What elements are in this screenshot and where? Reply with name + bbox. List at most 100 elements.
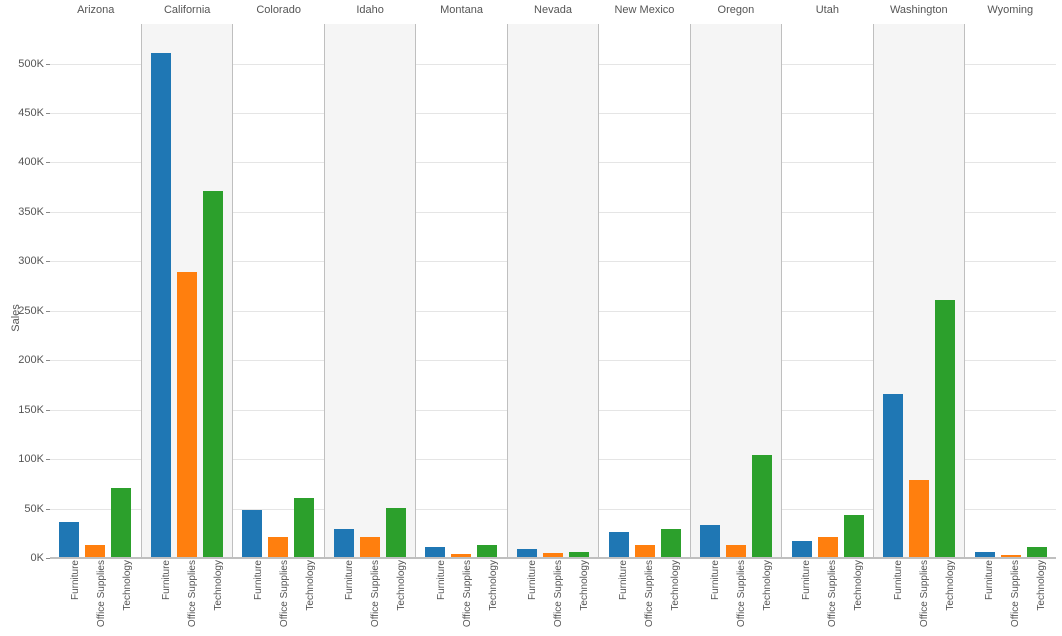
bar[interactable] (609, 532, 629, 557)
x-category-label: Furniture (334, 560, 354, 632)
bar[interactable] (177, 272, 197, 557)
panel (325, 24, 417, 557)
y-tick-mark (46, 261, 50, 262)
x-category-label: Office Supplies (86, 560, 106, 632)
x-category-label: Office Supplies (634, 560, 654, 632)
x-category-label: Furniture (883, 560, 903, 632)
bar[interactable] (242, 510, 262, 557)
x-category-label: Furniture (243, 560, 263, 632)
bar[interactable] (268, 537, 288, 557)
y-tick-mark (46, 311, 50, 312)
bar[interactable] (844, 515, 864, 557)
y-tick-label: 500K (18, 58, 44, 70)
bar[interactable] (975, 552, 995, 557)
panels-container (50, 24, 1056, 557)
bar[interactable] (151, 53, 171, 557)
bar[interactable] (543, 553, 563, 557)
y-tick-label: 300K (18, 255, 44, 267)
y-tick-mark (46, 212, 50, 213)
bar[interactable] (111, 488, 131, 557)
bars-group (325, 24, 416, 557)
x-category-label: Technology (752, 560, 772, 632)
bars-group (782, 24, 873, 557)
panel (142, 24, 234, 557)
bars-group (508, 24, 599, 557)
x-labels-group: FurnitureOffice SuppliesTechnology (690, 560, 781, 632)
y-tick-label: 400K (18, 156, 44, 168)
bar[interactable] (334, 529, 354, 557)
y-tick-label: 0K (31, 552, 44, 564)
panel-header: Wyoming (965, 4, 1056, 22)
x-labels-group: Furniture Office Supplies Technology (141, 560, 232, 632)
panel-header: Arizona (50, 4, 141, 22)
bars-group (874, 24, 965, 557)
bar[interactable] (451, 554, 471, 557)
bar[interactable] (517, 549, 537, 557)
panel-header-row: ArizonaCaliforniaColoradoIdahoMontanaNev… (50, 4, 1056, 22)
bar[interactable] (752, 455, 772, 557)
sales-by-state-chart: Sales ArizonaCaliforniaColoradoIdahoMont… (0, 0, 1062, 636)
panel-header: Oregon (690, 4, 781, 22)
x-category-label: Office Supplies (543, 560, 563, 632)
x-category-label: Office Supplies (452, 560, 472, 632)
bar[interactable] (700, 525, 720, 557)
x-category-label: Office Supplies (1000, 560, 1020, 632)
panel-header: Washington (873, 4, 964, 22)
bars-group (416, 24, 507, 557)
bar[interactable] (294, 498, 314, 557)
bar[interactable] (203, 191, 223, 557)
x-category-label: Furniture (151, 560, 171, 632)
bar[interactable] (1001, 555, 1021, 557)
bar[interactable] (477, 545, 497, 557)
y-tick-label: 250K (18, 305, 44, 317)
bar[interactable] (425, 547, 445, 557)
bars-group (50, 24, 141, 557)
bar[interactable] (569, 552, 589, 557)
plot-area (50, 24, 1056, 558)
x-category-label: Technology (203, 560, 223, 632)
x-category-label: Furniture (700, 560, 720, 632)
x-category-label: Office Supplies (817, 560, 837, 632)
x-category-label: Furniture (608, 560, 628, 632)
bar[interactable] (909, 480, 929, 557)
x-labels-group: FurnitureOffice SuppliesTechnology (782, 560, 873, 632)
y-ticks: 0K50K100K150K200K250K300K350K400K450K500… (0, 24, 44, 558)
bar[interactable] (360, 537, 380, 557)
y-tick-label: 50K (24, 503, 44, 515)
bar[interactable] (1027, 547, 1047, 557)
y-tick-mark (46, 558, 50, 559)
x-category-label: Office Supplies (360, 560, 380, 632)
bar[interactable] (635, 545, 655, 557)
bar[interactable] (935, 300, 955, 557)
bar[interactable] (386, 508, 406, 557)
x-category-label: Office Supplies (177, 560, 197, 632)
bar[interactable] (818, 537, 838, 557)
panel-header: Nevada (507, 4, 598, 22)
bar[interactable] (85, 545, 105, 557)
bars-group (599, 24, 690, 557)
y-tick-mark (46, 509, 50, 510)
panel (233, 24, 325, 557)
panel-header: California (141, 4, 232, 22)
panel (599, 24, 691, 557)
panel (508, 24, 600, 557)
x-labels-group: FurnitureOffice SuppliesTechnology (965, 560, 1056, 632)
panel (965, 24, 1056, 557)
bars-group (233, 24, 324, 557)
bar[interactable] (661, 529, 681, 557)
y-tick-mark (46, 410, 50, 411)
bar[interactable] (59, 522, 79, 557)
x-labels-group: FurnitureOffice SuppliesTechnology (507, 560, 598, 632)
x-category-label: Technology (569, 560, 589, 632)
x-labels-row: Furniture Office Supplies Technology Furnit… (50, 560, 1056, 632)
x-category-label: Technology (112, 560, 132, 632)
grid-line (50, 558, 1056, 559)
bar[interactable] (883, 394, 903, 557)
x-labels-group: Furniture Office Supplies Technology (324, 560, 415, 632)
panel (782, 24, 874, 557)
bar[interactable] (726, 545, 746, 557)
x-category-label: Technology (386, 560, 406, 632)
panel-header: New Mexico (599, 4, 690, 22)
x-category-label: Technology (935, 560, 955, 632)
bar[interactable] (792, 541, 812, 557)
